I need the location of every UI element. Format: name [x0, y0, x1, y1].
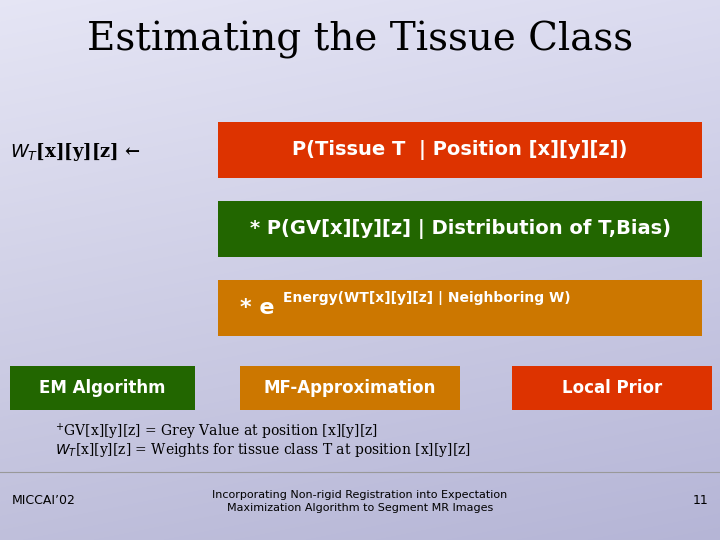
Text: MICCAI’02: MICCAI’02	[12, 494, 76, 507]
FancyBboxPatch shape	[218, 280, 702, 336]
Text: * P(GV[x][y][z] | Distribution of T,Bias): * P(GV[x][y][z] | Distribution of T,Bias…	[250, 219, 670, 239]
Text: MF-Approximation: MF-Approximation	[264, 379, 436, 397]
FancyBboxPatch shape	[512, 366, 712, 410]
Text: EM Algorithm: EM Algorithm	[40, 379, 166, 397]
Text: $^{+}$GV[x][y][z] = Grey Value at position [x][y][z]: $^{+}$GV[x][y][z] = Grey Value at positi…	[55, 422, 378, 442]
FancyBboxPatch shape	[218, 201, 702, 257]
Text: $W_{T}$[x][y][z] = Weights for tissue class T at position [x][y][z]: $W_{T}$[x][y][z] = Weights for tissue cl…	[55, 441, 471, 459]
Text: Maximization Algorithm to Segment MR Images: Maximization Algorithm to Segment MR Ima…	[227, 503, 493, 513]
Text: $W_{T}$[x][y][z] ←: $W_{T}$[x][y][z] ←	[10, 141, 141, 163]
Text: Incorporating Non-rigid Registration into Expectation: Incorporating Non-rigid Registration int…	[212, 490, 508, 500]
Text: Energy(WT[x][y][z] | Neighboring W): Energy(WT[x][y][z] | Neighboring W)	[283, 291, 571, 305]
Text: P(Tissue T  | Position [x][y][z]): P(Tissue T | Position [x][y][z])	[292, 140, 628, 160]
FancyBboxPatch shape	[240, 366, 460, 410]
Text: 11: 11	[692, 494, 708, 507]
Text: Estimating the Tissue Class: Estimating the Tissue Class	[87, 21, 633, 59]
FancyBboxPatch shape	[10, 366, 195, 410]
Text: * e: * e	[240, 298, 274, 318]
FancyBboxPatch shape	[218, 122, 702, 178]
Text: Local Prior: Local Prior	[562, 379, 662, 397]
